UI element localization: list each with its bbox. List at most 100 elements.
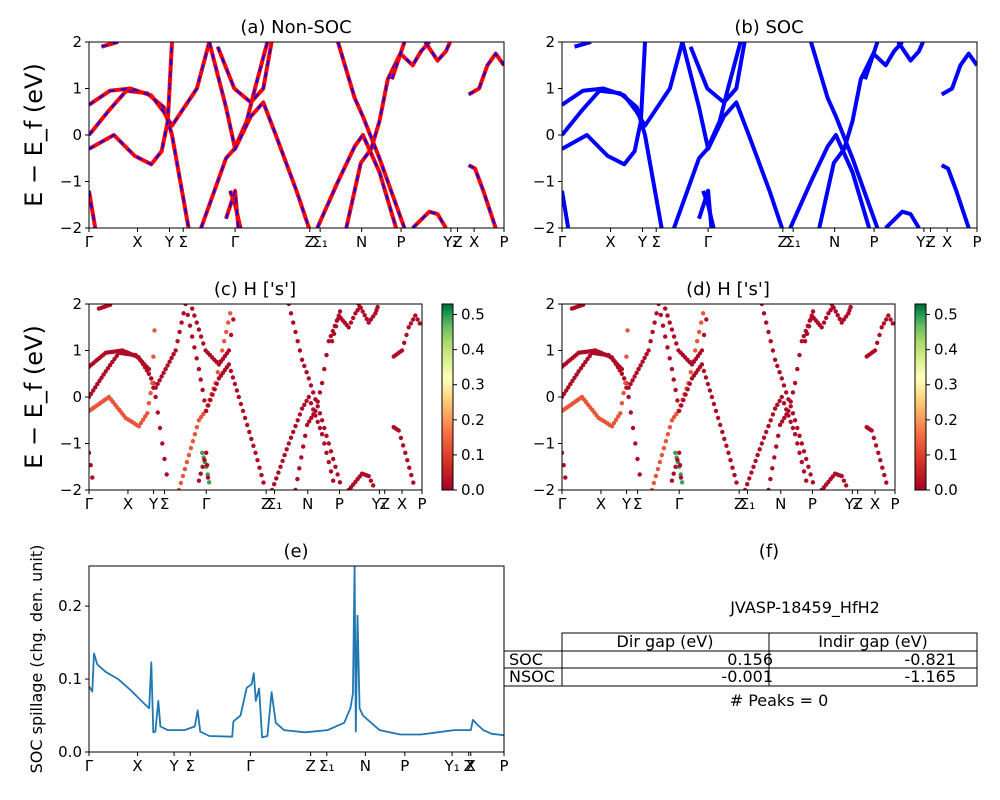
projected-point: [617, 368, 623, 373]
projected-point: [145, 411, 150, 416]
table-row-label: SOC: [509, 650, 543, 669]
x-tick-label: Γ: [85, 495, 94, 513]
projected-point: [883, 317, 889, 322]
projected-point: [804, 478, 809, 483]
projected-point: [882, 472, 887, 478]
y-tick-label: −1: [60, 173, 82, 191]
projected-point: [628, 381, 633, 387]
projected-point: [302, 402, 307, 407]
x-tick-label: Y: [164, 233, 175, 251]
y-tick-label: 0: [72, 126, 82, 144]
projected-point: [410, 317, 416, 322]
projected-point: [146, 401, 152, 406]
y-tick-label: 1: [545, 342, 555, 360]
projected-point: [400, 443, 406, 448]
projected-point: [307, 419, 312, 424]
projected-point: [833, 309, 838, 314]
projected-point: [828, 308, 833, 313]
projected-point: [775, 402, 780, 407]
projected-point: [625, 328, 630, 333]
projected-point: [210, 392, 215, 397]
projected-point: [705, 381, 711, 387]
projected-point: [720, 429, 725, 435]
spillage-series: [89, 566, 504, 739]
projected-point: [562, 463, 566, 468]
projected-point: [194, 356, 199, 361]
projected-point: [306, 376, 311, 381]
projected-point: [770, 412, 776, 417]
projected-point: [799, 441, 804, 446]
projected-point: [196, 478, 202, 483]
projected-point: [162, 456, 167, 462]
x-tick-label: Γ: [246, 757, 255, 775]
projected-point: [331, 331, 337, 336]
projected-point: [806, 324, 812, 329]
projected-point: [208, 397, 213, 403]
band-line-soc: [940, 51, 977, 97]
projected-point: [663, 439, 669, 444]
projected-point: [790, 411, 796, 416]
projected-point: [201, 341, 206, 346]
gap-table: JVASP-18459_HfH2 Dir gap (eV) Indir gap …: [503, 598, 978, 710]
spillage-line: [89, 566, 504, 739]
panel-a-frame: [88, 41, 505, 229]
projected-point: [331, 456, 336, 462]
projected-point: [792, 418, 798, 423]
projected-point: [630, 425, 636, 431]
y-tick-label: −2: [60, 219, 82, 237]
projected-point: [776, 433, 781, 438]
projected-point: [328, 469, 334, 474]
projected-point: [583, 359, 588, 365]
projected-point: [704, 317, 709, 322]
projected-point: [695, 339, 700, 344]
projected-point: [329, 339, 335, 344]
projected-point: [222, 339, 227, 344]
projected-point: [348, 320, 354, 325]
projected-point: [810, 480, 816, 485]
colorbar-tick-label: 0.2: [461, 411, 485, 429]
projected-point: [358, 305, 363, 310]
projected-point: [824, 315, 829, 321]
projected-point: [786, 408, 791, 414]
panel-d-points: [562, 304, 895, 490]
x-tick-label: X: [466, 757, 476, 775]
projected-point: [91, 388, 96, 393]
projected-point: [648, 339, 653, 344]
x-tick-label: Γ: [85, 757, 94, 775]
projected-point: [192, 345, 197, 350]
band-line-soc: [817, 42, 904, 228]
projected-point: [212, 387, 217, 392]
projected-point: [831, 305, 836, 310]
projected-point: [196, 418, 202, 423]
projected-point: [788, 404, 793, 409]
projected-point: [138, 420, 144, 426]
projected-point: [322, 366, 327, 372]
projected-point: [142, 365, 148, 370]
projected-point: [297, 412, 303, 417]
projected-point: [251, 443, 256, 448]
projected-point: [768, 418, 773, 423]
projected-point: [570, 378, 575, 384]
projected-point: [764, 320, 769, 325]
projected-point: [632, 374, 637, 379]
y-tick-label: 0: [545, 126, 555, 144]
projected-point: [673, 464, 678, 469]
projected-point: [768, 476, 773, 482]
x-tick-label: Y₁: [442, 233, 458, 251]
projected-point: [136, 355, 142, 360]
projected-point: [779, 376, 784, 381]
x-tick-label: P: [499, 757, 508, 775]
projected-point: [311, 390, 316, 395]
projected-point: [315, 399, 320, 404]
projected-point: [299, 455, 304, 460]
x-tick-label: Z: [452, 233, 462, 251]
projected-point: [574, 372, 579, 377]
projected-point: [650, 329, 655, 335]
projected-point: [566, 385, 571, 390]
x-tick-label: P: [335, 495, 344, 513]
projected-point: [200, 450, 205, 455]
x-tick-label: Γ: [704, 233, 713, 251]
projected-point: [777, 370, 782, 375]
